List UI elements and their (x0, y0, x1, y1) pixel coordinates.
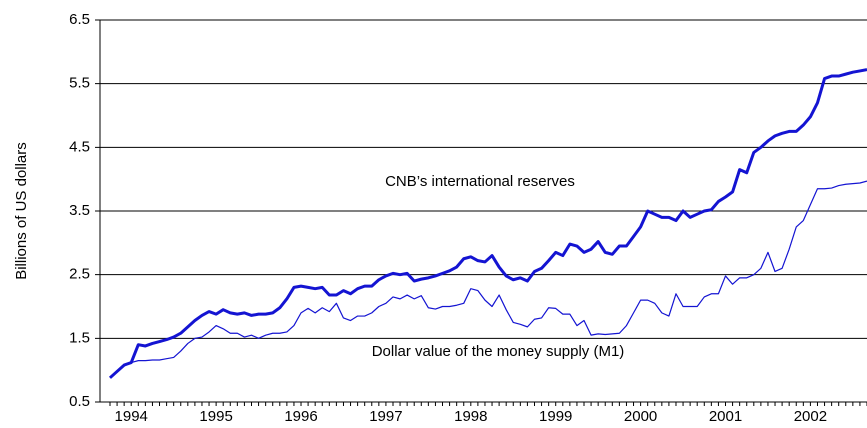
y-tick-label: 1.5 (69, 329, 90, 346)
x-tick-label: 2001 (709, 408, 742, 425)
annotation: Dollar value of the money supply (M1) (372, 343, 625, 360)
x-tick-label: 1997 (369, 408, 402, 425)
y-tick-label: 4.5 (69, 138, 90, 155)
y-tick-label: 2.5 (69, 266, 90, 283)
y-axis-label: Billions of US dollars (13, 142, 30, 280)
x-tick-label: 2002 (794, 408, 827, 425)
x-tick-label: 1998 (454, 408, 487, 425)
y-tick-label: 6.5 (69, 11, 90, 28)
x-tick-label: 1999 (539, 408, 572, 425)
x-tick-label: 1995 (199, 408, 232, 425)
y-tick-label: 5.5 (69, 75, 90, 92)
x-tick-label: 1994 (115, 408, 148, 425)
series-line (108, 68, 867, 379)
y-tick-label: 3.5 (69, 202, 90, 219)
x-tick-label: 1996 (284, 408, 317, 425)
annotation: CNB’s international reserves (385, 173, 575, 190)
x-tick-label: 2000 (624, 408, 657, 425)
y-tick-label: 0.5 (69, 393, 90, 410)
series-line (109, 180, 867, 379)
